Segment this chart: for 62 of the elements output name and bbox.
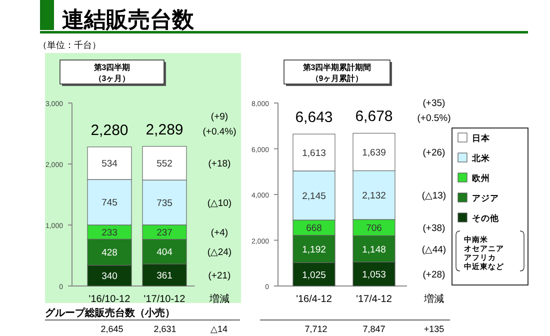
data-label: 706: [366, 223, 382, 234]
data-label: 745: [102, 198, 118, 209]
data-label: 668: [306, 223, 322, 234]
legend-label: 北米: [471, 153, 491, 163]
text: グループ総販売台数（小売）: [45, 307, 175, 319]
data-label: 1,639: [362, 147, 386, 158]
annotation: (+0.4%): [202, 126, 236, 138]
data-label: 340: [102, 271, 118, 282]
x-tick-label: '17/4-12: [356, 294, 392, 305]
data-label: 1,025: [302, 270, 326, 281]
annotation: (+18): [208, 158, 231, 170]
legend-label: アジア: [472, 193, 499, 203]
text: △14: [210, 324, 228, 334]
text: 7,712: [304, 324, 328, 334]
annotation: (+9): [210, 111, 228, 122]
annotation: (+21): [208, 270, 231, 282]
total-label: 2,289: [146, 121, 184, 138]
data-label: 1,613: [302, 148, 326, 159]
data-label: 233: [102, 228, 118, 239]
x-tick-label: 増減: [423, 293, 444, 305]
total-label: 6,643: [295, 109, 333, 126]
data-label: 735: [156, 198, 172, 209]
text: 連結販売台数: [62, 7, 195, 32]
data-label: 534: [102, 158, 118, 170]
text: 日本: [472, 133, 490, 143]
data-label: 1,192: [302, 244, 326, 256]
chart-title: 第3四半期: [92, 63, 130, 72]
annotation: (+4): [210, 228, 228, 239]
chart-subtitle: （3ヶ月）: [94, 74, 130, 83]
x-tick-label: '16/4-12: [296, 294, 332, 305]
text: 7,847: [362, 324, 386, 334]
total-label: 6,678: [355, 108, 393, 126]
total-label: 2,280: [90, 122, 128, 139]
data-label: 237: [156, 228, 172, 239]
annotation: (+28): [422, 269, 446, 280]
annotation: (+35): [422, 98, 446, 110]
x-tick-label: '17/10-12: [144, 294, 186, 305]
text: 2,631: [154, 324, 176, 334]
annotation: (△24): [207, 247, 232, 258]
chart-subtitle: （9ヶ月累計）: [310, 74, 364, 83]
data-label: 1,053: [362, 269, 386, 280]
data-label: 2,132: [362, 190, 386, 202]
text: 2,645: [100, 324, 124, 334]
data-label: 428: [102, 248, 118, 259]
data-label: 404: [156, 247, 172, 258]
annotation: (△44): [422, 244, 446, 256]
annotation: (△13): [422, 190, 446, 202]
legend-label: 欧州: [472, 173, 490, 183]
annotation: (△10): [207, 198, 232, 209]
data-label: 361: [156, 270, 172, 282]
data-label: 552: [156, 158, 172, 170]
text: +135: [424, 324, 444, 334]
x-tick-label: 増減: [208, 293, 230, 305]
data-label: 1,148: [362, 244, 386, 256]
chart-title: 第3四半期累計期間: [302, 63, 372, 72]
data-label: 2,145: [302, 190, 326, 202]
text: （単位：千台）: [38, 40, 101, 50]
annotation: (+0.5%): [417, 113, 451, 124]
annotation: (+26): [422, 147, 446, 158]
x-tick-label: '16/10-12: [88, 294, 131, 305]
legend-label: その他: [472, 213, 500, 223]
annotation: (+38): [422, 223, 446, 234]
